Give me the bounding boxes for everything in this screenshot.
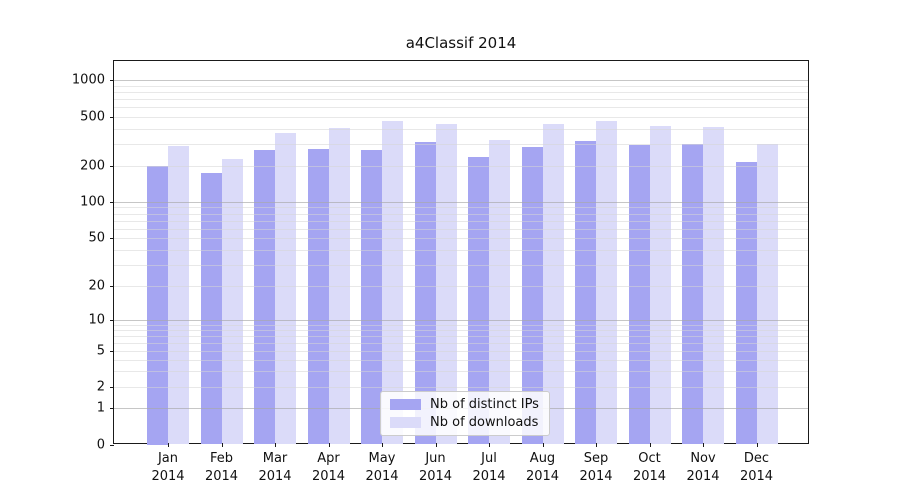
x-tick-label: Jan 2014: [151, 451, 185, 484]
legend-swatch-downloads: [390, 417, 421, 428]
y-tick-label: 200: [80, 158, 105, 173]
bars-layer: [114, 61, 808, 445]
chart-title: a4Classif 2014: [405, 34, 517, 52]
x-tick-label: Oct 2014: [632, 451, 667, 484]
bar-downloads-nov: [703, 127, 724, 445]
bar-distinct-ips-sep: [575, 140, 596, 445]
y-tick-label: 50: [88, 230, 105, 246]
y-tick-label: 2: [96, 379, 105, 395]
bar-downloads-sep: [596, 120, 617, 445]
bar-distinct-ips-oct: [628, 145, 650, 445]
x-tick-label: Sep 2014: [579, 451, 613, 484]
x-tick-label: Dec 2014: [739, 451, 774, 484]
y-tick-label: 5: [96, 343, 105, 359]
legend-row-distinct-ips: Nb of distinct IPs: [390, 397, 539, 412]
x-tick-label: Jun 2014: [418, 451, 453, 484]
y-tick-label: 100: [80, 194, 105, 210]
bar-distinct-ips-jan: [147, 165, 168, 445]
bar-downloads-jun: [435, 124, 457, 445]
y-tick-label: 10: [88, 312, 105, 328]
x-tick-year: 2014: [472, 469, 506, 484]
bar-downloads-apr: [328, 128, 350, 445]
bar-downloads-dec: [756, 143, 778, 445]
legend-swatch-distinct-ips: [390, 399, 421, 410]
x-tick-year: 2014: [365, 469, 399, 484]
x-tick-year: 2014: [311, 469, 346, 484]
x-tick-year: 2014: [418, 469, 453, 484]
bar-distinct-ips-apr: [307, 148, 329, 445]
x-tick-label: Jul 2014: [472, 451, 506, 484]
legend-label-distinct-ips: Nb of distinct IPs: [430, 397, 539, 412]
x-tick-year: 2014: [151, 469, 185, 484]
bar-downloads-jul: [489, 140, 510, 445]
x-tick-year: 2014: [686, 469, 720, 484]
bar-distinct-ips-nov: [682, 144, 703, 445]
bar-distinct-ips-may: [361, 150, 382, 445]
bar-downloads-oct: [649, 126, 671, 445]
bar-distinct-ips-mar: [254, 149, 275, 445]
x-tick-year: 2014: [525, 469, 560, 484]
x-tick-label: May 2014: [365, 451, 399, 484]
bar-distinct-ips-jun: [414, 141, 436, 445]
y-tick-label: 500: [80, 109, 105, 125]
x-tick-year: 2014: [258, 469, 292, 484]
legend: Nb of distinct IPs Nb of downloads: [380, 391, 550, 436]
y-tick-label: 0: [96, 437, 105, 452]
plot-area: 0 1 2 5 10 20 50 100 200 500 1000 Jan 2014 Feb 2014 Mar…: [72, 60, 809, 484]
bar-distinct-ips-feb: [200, 173, 222, 445]
bar-downloads-jan: [168, 145, 189, 445]
y-tick-label: 1: [96, 400, 105, 416]
x-tick-label: Feb 2014: [204, 451, 239, 484]
y-tick-label: 20: [88, 278, 105, 294]
x-tick-year: 2014: [632, 469, 667, 484]
legend-label-downloads: Nb of downloads: [430, 415, 539, 430]
x-tick-label: Aug 2014: [525, 451, 560, 484]
x-tick-label: Nov 2014: [686, 451, 720, 484]
bar-downloads-aug: [542, 123, 564, 445]
bar-distinct-ips-dec: [735, 162, 757, 445]
x-tick-year: 2014: [204, 469, 239, 484]
y-tick-label: 1000: [71, 72, 105, 88]
y-tick-mark: [110, 444, 114, 446]
x-tick-year: 2014: [739, 469, 774, 484]
x-tick-label: Apr 2014: [311, 451, 346, 484]
x-tick-label: Mar 2014: [258, 451, 292, 484]
x-tick-year: 2014: [579, 469, 613, 484]
legend-row-downloads: Nb of downloads: [390, 415, 539, 430]
bar-downloads-mar: [275, 132, 296, 445]
bar-downloads-feb: [221, 158, 243, 445]
